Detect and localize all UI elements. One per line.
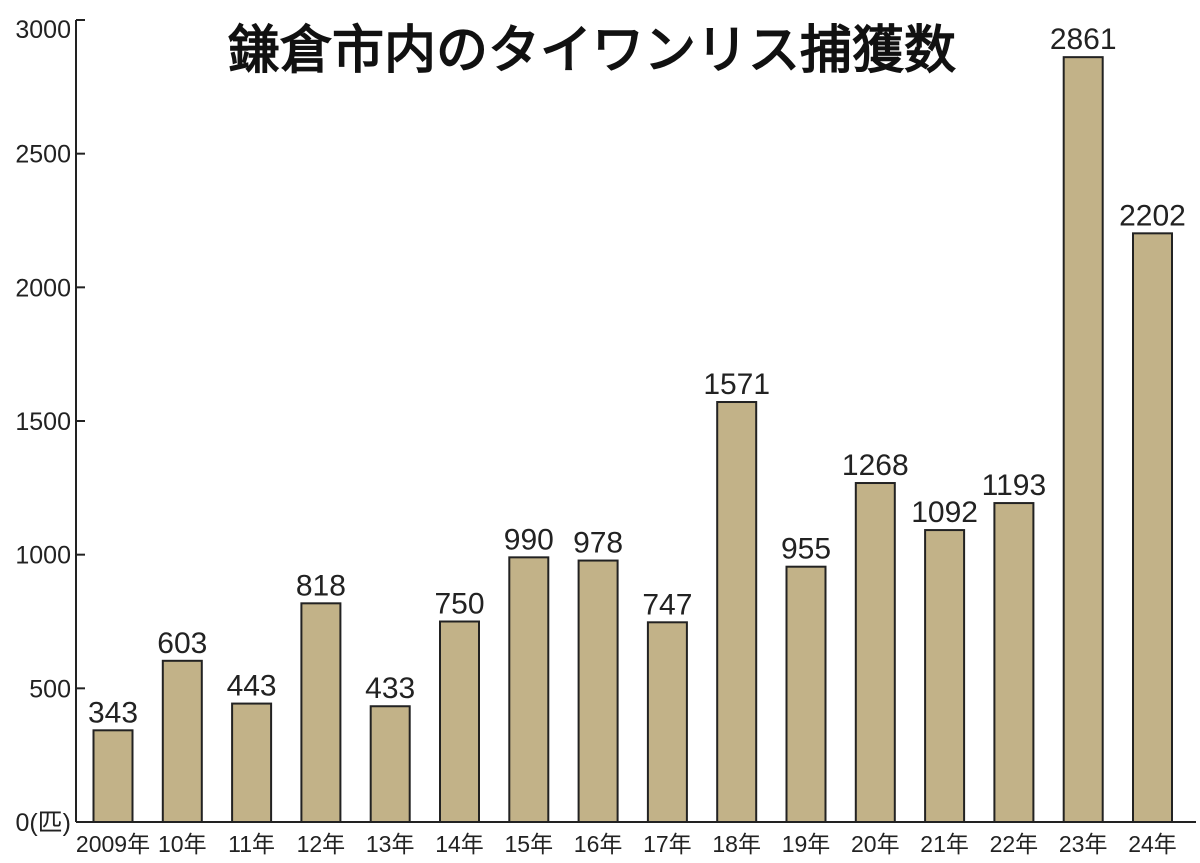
bar-value-label: 818 xyxy=(296,569,346,602)
bar xyxy=(161,659,203,823)
bar-value-label: 747 xyxy=(642,588,692,621)
bar-value-label: 1268 xyxy=(842,449,909,482)
chart-title: 鎌倉市内のタイワンリス捕獲数 xyxy=(228,21,956,81)
bar xyxy=(854,482,896,823)
x-category-label: 17年 xyxy=(643,831,692,857)
bar xyxy=(1062,56,1104,823)
x-category-label: 12年 xyxy=(297,831,346,857)
bar xyxy=(924,529,966,824)
bar xyxy=(439,620,480,823)
bar xyxy=(716,401,758,823)
bar-value-label: 2861 xyxy=(1050,23,1117,56)
y-tick-label: 1000 xyxy=(15,542,71,570)
x-category-label: 20年 xyxy=(851,831,900,857)
x-category-label: 24年 xyxy=(1128,831,1177,857)
bar-value-label: 955 xyxy=(781,533,831,566)
bar-value-label: 990 xyxy=(504,523,554,556)
y-tick-label: 2000 xyxy=(15,274,71,302)
x-category-label: 23年 xyxy=(1059,831,1108,857)
bar xyxy=(646,621,688,823)
bar-value-label: 603 xyxy=(157,627,207,660)
bar-value-label: 978 xyxy=(573,527,623,560)
x-category-label: 16年 xyxy=(574,831,623,857)
bar xyxy=(300,602,342,824)
bar-value-label: 433 xyxy=(365,672,415,705)
bar xyxy=(508,556,550,824)
bar-value-label: 343 xyxy=(88,696,138,729)
x-category-label: 15年 xyxy=(505,831,554,857)
x-category-label: 11年 xyxy=(228,831,275,857)
x-category-label: 19年 xyxy=(782,831,831,857)
bar-value-label: 750 xyxy=(434,588,484,621)
x-category-label: 13年 xyxy=(366,831,415,857)
bar xyxy=(993,502,1035,823)
y-tick-label: 0(匹) xyxy=(15,809,71,837)
y-tick-label: 500 xyxy=(29,675,71,703)
bars: 343 2009年 603 10年 443 11年 818 12年 433 13年 750 14年 99… xyxy=(76,23,1186,857)
bar xyxy=(92,729,134,824)
x-category-label: 2009年 xyxy=(76,831,150,857)
x-category-label: 14年 xyxy=(435,831,484,857)
bar xyxy=(577,559,619,823)
bar xyxy=(369,705,411,824)
bar xyxy=(231,702,273,824)
y-tick-label: 1500 xyxy=(15,408,71,436)
bar xyxy=(1132,232,1173,824)
y-tick-label: 2500 xyxy=(15,141,71,169)
bar xyxy=(785,565,827,823)
x-category-label: 10年 xyxy=(158,831,207,857)
bar-value-label: 443 xyxy=(227,670,277,703)
y-axis-ticks: 0(匹) 500 1000 1500 2000 2500 3000 xyxy=(15,16,85,837)
x-category-label: 22年 xyxy=(990,831,1039,857)
bar-value-label: 1571 xyxy=(703,368,770,401)
bar-value-label: 1092 xyxy=(911,496,978,529)
y-tick-label: 3000 xyxy=(15,16,71,44)
bar-value-label: 1193 xyxy=(982,469,1047,502)
bar-value-label: 2202 xyxy=(1119,199,1186,232)
x-category-label: 18年 xyxy=(712,831,761,857)
x-category-label: 21年 xyxy=(920,831,969,857)
